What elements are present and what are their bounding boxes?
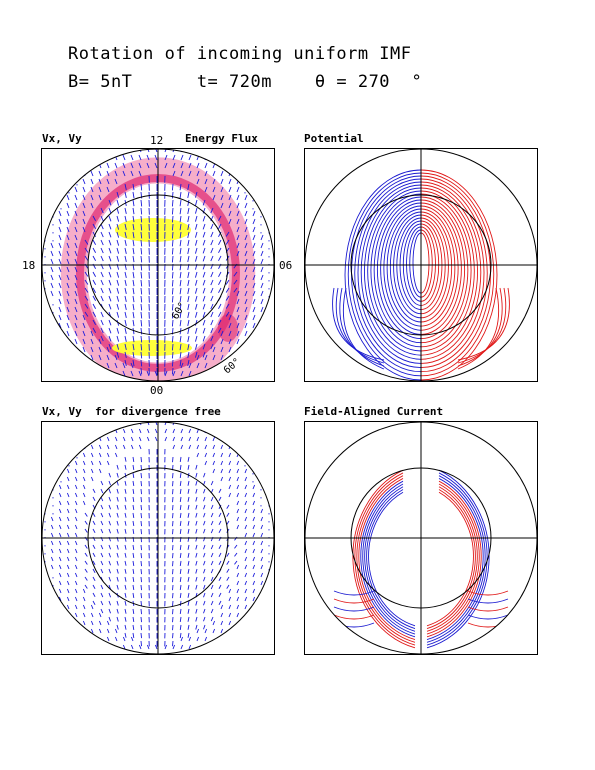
mlt-label-18: 18 <box>22 259 36 272</box>
energy-flux-nightside-peak <box>112 340 192 356</box>
energy-flux-band <box>60 157 256 381</box>
mlt-label-00: 00 <box>150 384 164 397</box>
figure-parameters: B= 5nT t= 720m θ = 270 ° <box>68 72 423 92</box>
panel2-label: Potential <box>304 132 364 145</box>
energy-flux-dawn-spot <box>218 314 238 342</box>
p4-content <box>333 469 509 649</box>
p2-content <box>332 169 510 381</box>
panel-field-aligned-current <box>304 421 538 655</box>
lat-label-inner: 60° <box>170 300 189 321</box>
panel-velocity-energy-flux: 60°60° <box>41 148 275 382</box>
figure-title: Rotation of incoming uniform IMF <box>68 44 412 64</box>
mlt-label-06: 06 <box>279 259 293 272</box>
p3-content <box>44 422 270 650</box>
panel-potential <box>304 148 538 382</box>
panel-velocity-divergence-free <box>41 421 275 655</box>
mlt-label-12: 12 <box>150 134 164 147</box>
panel1-label: Vx, Vy <box>42 132 82 145</box>
panel4-label: Field-Aligned Current <box>304 405 444 418</box>
p1-content <box>44 149 270 381</box>
panel1-label-right: Energy Flux <box>185 132 258 145</box>
panel3-label: Vx, Vy for divergence free <box>42 405 221 418</box>
